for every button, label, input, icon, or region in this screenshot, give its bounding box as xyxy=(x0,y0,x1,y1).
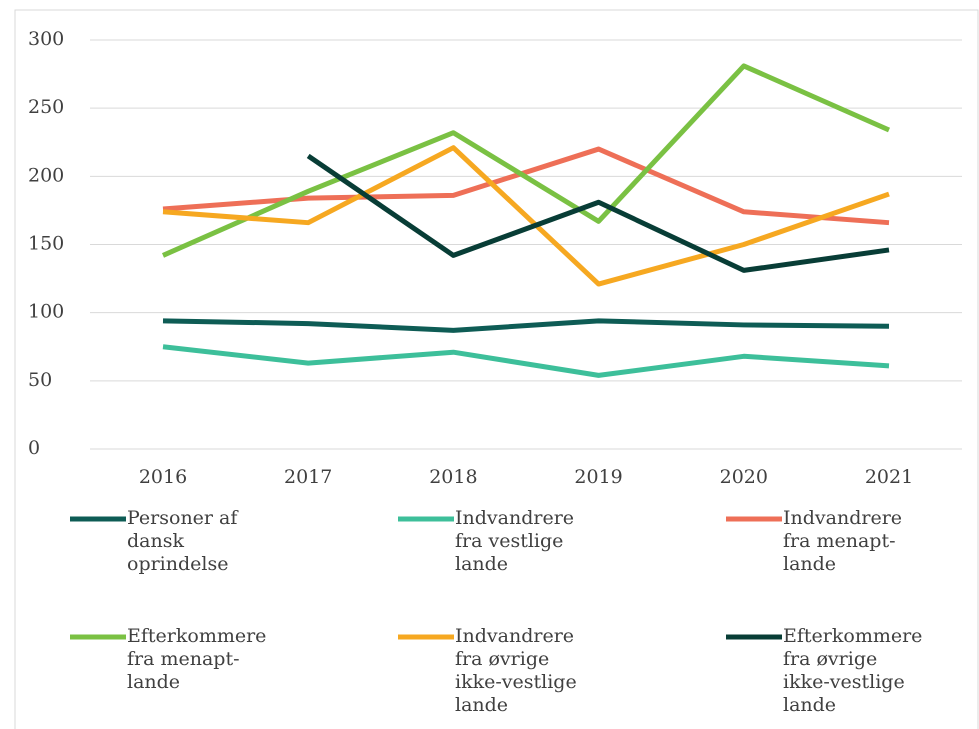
series-line xyxy=(161,63,891,258)
legend-label: Indvandrere fra vestlige lande xyxy=(455,507,575,575)
y-tick-label: 300 xyxy=(28,28,64,50)
series-line xyxy=(162,145,890,287)
legend-label: Personer af dansk oprindelse xyxy=(127,507,238,575)
x-tick-label: 2020 xyxy=(720,466,768,488)
series-line xyxy=(162,318,890,333)
legend-label: Indvandrere fra menapt-lande xyxy=(783,507,903,575)
legend-label: Efterkommere fra øvrige ikke-vestlige la… xyxy=(783,625,923,716)
x-tick-label: 2019 xyxy=(574,466,622,488)
legend-label: Indvandrere fra øvrige ikke-vestlige lan… xyxy=(455,625,577,716)
x-tick-label: 2017 xyxy=(284,466,332,488)
x-tick-label: 2018 xyxy=(429,466,477,488)
y-tick-label: 250 xyxy=(28,96,64,118)
y-tick-label: 100 xyxy=(28,301,64,323)
x-tick-label: 2021 xyxy=(865,466,913,488)
y-tick-label: 150 xyxy=(28,233,64,255)
y-tick-label: 50 xyxy=(28,369,52,391)
x-tick-label: 2016 xyxy=(139,466,187,488)
series-line xyxy=(306,153,890,273)
y-tick-label: 200 xyxy=(28,164,64,186)
series-line xyxy=(162,146,890,226)
series-line xyxy=(162,344,890,378)
chart-frame xyxy=(14,9,979,729)
legend-label: Efterkommere fra menapt-lande xyxy=(127,625,267,693)
y-tick-label: 0 xyxy=(28,437,40,459)
